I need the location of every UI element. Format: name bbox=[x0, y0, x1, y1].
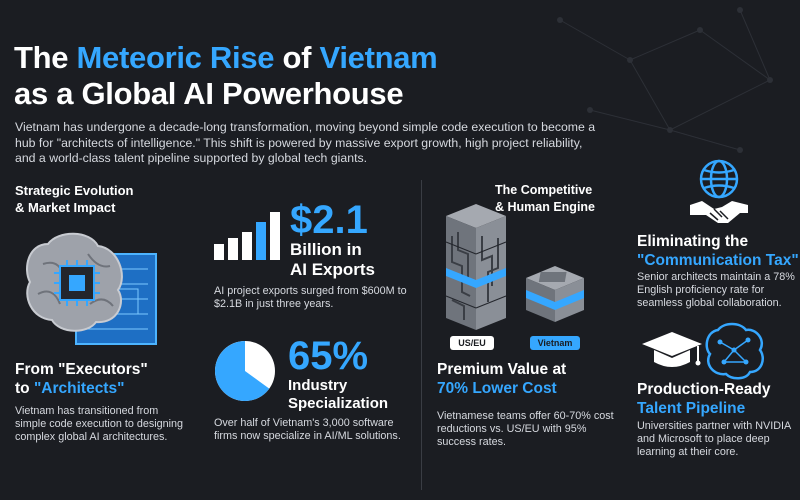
network-background-decor bbox=[557, 7, 773, 153]
block-icon bbox=[526, 266, 584, 322]
neural-brain-icon bbox=[705, 322, 764, 380]
title-highlight-vietnam: Vietnam bbox=[319, 40, 438, 75]
pie-chart-icon bbox=[214, 341, 275, 401]
communication-description: Senior architects maintain a 78% English… bbox=[637, 271, 795, 309]
left-section-heading: Strategic Evolution & Market Impact bbox=[15, 183, 134, 215]
architects-description: Vietnam has transitioned from simple cod… bbox=[15, 405, 184, 443]
architects-heading: From "Executors" to "Architects" bbox=[15, 361, 148, 397]
specialization-label: Industry Specialization bbox=[288, 377, 389, 412]
tag-vietnam: Vietnam bbox=[530, 336, 580, 350]
communication-heading: Eliminating the "Communication Tax" bbox=[637, 233, 799, 269]
tag-us-eu: US/EU bbox=[450, 336, 494, 350]
graduation-cap-icon bbox=[642, 332, 702, 367]
section-divider bbox=[421, 180, 422, 490]
page-title: The Meteoric Rise of Vietnam as a Global… bbox=[14, 40, 438, 111]
globe-icon bbox=[699, 159, 739, 199]
exports-label: Billion in AI Exports bbox=[290, 240, 376, 279]
exports-value: $2.1 bbox=[290, 198, 368, 242]
talent-description: Universities partner with NVIDIA and Mic… bbox=[637, 420, 791, 458]
bar-chart-icon bbox=[214, 212, 280, 260]
exports-description: AI project exports surged from $600M to … bbox=[214, 285, 407, 310]
specialization-description: Over half of Vietnam's 3,000 software fi… bbox=[214, 417, 401, 442]
cost-description: Vietnamese teams offer 60-70% cost reduc… bbox=[437, 410, 614, 448]
title-highlight-rise: Meteoric Rise bbox=[76, 40, 275, 75]
right-section-heading: The Competitive & Human Engine bbox=[495, 183, 596, 214]
tower-icon bbox=[445, 204, 507, 330]
specialization-value: 65% bbox=[288, 334, 369, 378]
pie-slice-specialization bbox=[214, 341, 270, 401]
intro-paragraph: Vietnam has undergone a decade-long tran… bbox=[15, 120, 596, 165]
brain-chip-icon bbox=[26, 232, 157, 345]
talent-heading: Production-Ready Talent Pipeline bbox=[637, 381, 771, 417]
handshake-icon bbox=[690, 201, 748, 223]
globe-handshake-icon bbox=[690, 159, 748, 223]
cost-heading: Premium Value at 70% Lower Cost bbox=[437, 361, 567, 397]
